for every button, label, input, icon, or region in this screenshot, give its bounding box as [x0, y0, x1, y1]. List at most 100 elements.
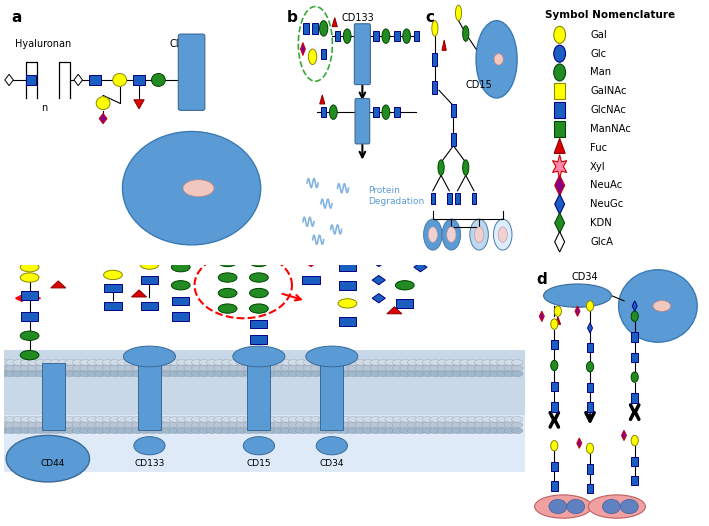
Circle shape	[0, 428, 9, 433]
Polygon shape	[99, 114, 107, 124]
Circle shape	[303, 422, 315, 428]
Bar	[587, 383, 593, 392]
Circle shape	[403, 29, 411, 43]
Circle shape	[117, 417, 128, 422]
Text: Protein
Degradation: Protein Degradation	[368, 186, 424, 206]
Circle shape	[35, 365, 47, 371]
Circle shape	[330, 105, 337, 119]
Circle shape	[452, 417, 464, 422]
Circle shape	[511, 428, 523, 433]
Circle shape	[281, 417, 292, 422]
Circle shape	[430, 417, 441, 422]
Circle shape	[139, 417, 151, 422]
Circle shape	[504, 422, 515, 428]
Ellipse shape	[423, 219, 442, 250]
Circle shape	[273, 417, 285, 422]
Ellipse shape	[123, 132, 261, 245]
Text: Symbol Nomenclature: Symbol Nomenclature	[545, 11, 676, 21]
Circle shape	[199, 428, 211, 433]
Polygon shape	[304, 257, 318, 267]
Bar	[321, 49, 326, 59]
Circle shape	[325, 365, 337, 371]
Ellipse shape	[566, 499, 585, 514]
Bar	[587, 343, 593, 352]
Circle shape	[221, 371, 233, 377]
Circle shape	[43, 371, 54, 377]
Circle shape	[21, 262, 39, 272]
Circle shape	[288, 428, 300, 433]
Text: Gal: Gal	[590, 30, 607, 40]
Circle shape	[343, 29, 351, 43]
Circle shape	[50, 360, 62, 365]
Circle shape	[206, 360, 218, 365]
Bar	[138, 363, 161, 430]
Circle shape	[422, 417, 434, 422]
Circle shape	[251, 422, 262, 428]
Circle shape	[218, 257, 237, 267]
Circle shape	[400, 360, 411, 365]
Circle shape	[147, 365, 158, 371]
Circle shape	[385, 417, 396, 422]
Circle shape	[481, 417, 493, 422]
Circle shape	[392, 360, 404, 365]
Circle shape	[296, 417, 307, 422]
Circle shape	[147, 417, 158, 422]
Circle shape	[213, 371, 225, 377]
Circle shape	[228, 360, 240, 365]
Circle shape	[338, 245, 357, 254]
Circle shape	[496, 428, 508, 433]
Polygon shape	[51, 281, 66, 288]
Bar	[303, 23, 308, 34]
Circle shape	[250, 304, 268, 313]
Circle shape	[258, 360, 270, 365]
Circle shape	[430, 428, 441, 433]
Bar	[21, 291, 38, 300]
Circle shape	[102, 365, 113, 371]
Circle shape	[586, 301, 593, 311]
Bar	[26, 75, 36, 85]
Circle shape	[273, 365, 285, 371]
Circle shape	[109, 365, 121, 371]
Circle shape	[377, 360, 389, 365]
Circle shape	[65, 371, 77, 377]
Circle shape	[113, 74, 127, 86]
Circle shape	[296, 422, 307, 428]
Circle shape	[199, 422, 211, 428]
Polygon shape	[554, 175, 564, 196]
Circle shape	[172, 262, 190, 272]
Circle shape	[355, 428, 367, 433]
Circle shape	[296, 371, 307, 377]
Text: CD44: CD44	[41, 459, 65, 468]
Circle shape	[273, 371, 285, 377]
Circle shape	[459, 365, 471, 371]
Circle shape	[370, 417, 381, 422]
Circle shape	[228, 417, 240, 422]
Circle shape	[347, 428, 359, 433]
Circle shape	[586, 443, 593, 453]
Text: Xyl: Xyl	[590, 161, 605, 171]
Polygon shape	[18, 252, 31, 261]
Text: CD15: CD15	[466, 80, 493, 90]
Circle shape	[132, 428, 143, 433]
Circle shape	[370, 428, 381, 433]
Circle shape	[139, 360, 151, 365]
Circle shape	[20, 371, 32, 377]
Bar	[432, 82, 437, 94]
Circle shape	[43, 422, 54, 428]
Circle shape	[21, 350, 39, 360]
Circle shape	[370, 371, 381, 377]
Polygon shape	[320, 95, 325, 104]
Circle shape	[422, 422, 434, 428]
Circle shape	[463, 160, 469, 175]
Bar	[42, 363, 65, 430]
Circle shape	[251, 365, 262, 371]
Ellipse shape	[653, 300, 671, 311]
Circle shape	[504, 417, 515, 422]
Circle shape	[288, 365, 300, 371]
FancyBboxPatch shape	[355, 98, 369, 144]
Text: ManNAc: ManNAc	[590, 124, 631, 134]
Circle shape	[474, 422, 486, 428]
Circle shape	[308, 49, 317, 65]
Circle shape	[139, 365, 151, 371]
Circle shape	[221, 360, 233, 365]
